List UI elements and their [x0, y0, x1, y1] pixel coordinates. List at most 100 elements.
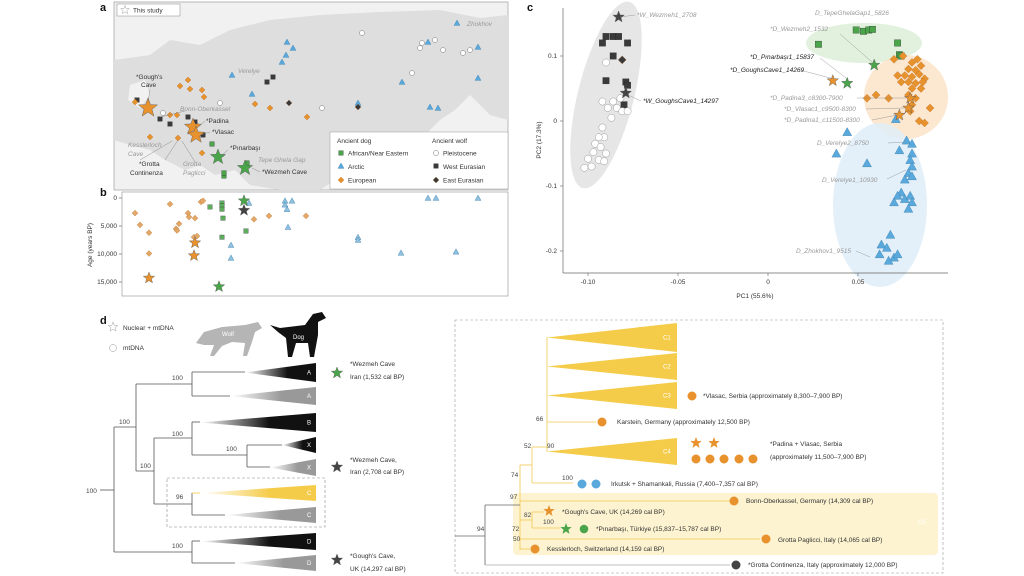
clade-triangle [547, 353, 677, 380]
y-tick-label: 0 [113, 195, 117, 202]
map-label-tepe-ghela-gap: Tepe Ghela Gap [258, 157, 306, 164]
map-marker-pleistocene-wolf [217, 100, 223, 106]
tip-label: Bonn-Oberkassel, Germany (14,309 cal BP) [746, 498, 873, 505]
legend-item-dog: European [348, 178, 377, 185]
map-marker-european-dog [184, 76, 192, 84]
pca-point-wolf_west [615, 33, 622, 40]
pca-point-european [907, 58, 917, 67]
pca-leader-line [819, 57, 847, 79]
age-star-wolf [237, 203, 251, 216]
legend-triangle-icon [337, 162, 345, 169]
pca-point-wolf_pleistocene [609, 97, 618, 106]
legend-diamond-icon [337, 176, 345, 184]
map-marker-arctic [289, 44, 297, 51]
pca-point-wolf_west [602, 77, 610, 85]
pca-leader-line [619, 14, 636, 18]
map-marker-european-dog [186, 85, 194, 93]
map-label-goughs-cave-2: Cave [141, 82, 157, 89]
map-leader-line [147, 89, 151, 103]
legend-square-icon [433, 163, 439, 169]
clade-c-dashed-box [166, 477, 326, 528]
pca-point-arctic [905, 155, 916, 164]
clade-label: B [307, 421, 311, 427]
pca-point-african_near_eastern [894, 39, 901, 47]
x-tick-label: -0.10 [581, 279, 596, 286]
map-marker-east-eurasian-wolf [285, 99, 293, 107]
map-marker-european-dog [173, 111, 181, 119]
bootstrap-value: 100 [562, 475, 573, 482]
pca-leader-line [865, 107, 906, 110]
tip-label: *Padina + Vlasac, Serbia [770, 441, 842, 448]
clade-label: X [307, 466, 311, 472]
pca-point-label: *D_GoughsCave1_14269 [730, 67, 804, 74]
sample-circle [719, 454, 729, 464]
age-point-european [265, 212, 273, 220]
map-label-wezmeh-cave: *Wezmeh Cave [262, 169, 307, 176]
age-point-african [207, 204, 213, 210]
map-star-pinarbasi [209, 148, 227, 164]
x-tick-label: 0 [766, 279, 770, 286]
clade-triangle [547, 323, 677, 352]
panel-label-b: b [100, 187, 107, 199]
age-star-european [187, 249, 201, 261]
pca-point-wolf_pleistocene [616, 94, 625, 103]
sample-circle [748, 454, 758, 464]
pca-point-arctic [907, 138, 917, 148]
pca-point-wolf_west [624, 81, 631, 89]
map-marker-european-dog [200, 93, 208, 101]
pca-point-label: *D_Padina3_c8300-7900 [770, 95, 843, 102]
pca-point-african_near_eastern [869, 25, 876, 33]
y-tick-label: 10,000 [97, 251, 117, 258]
pca-point-arctic [876, 239, 887, 249]
pca-point-wolf_pleistocene [594, 133, 603, 142]
bootstrap-value: 100 [543, 519, 554, 526]
map-marker-pleistocene-wolf [160, 110, 166, 116]
pca-point-label: D_TepeGhelaGap1_5826 [815, 10, 889, 17]
legend-diamond-icon [432, 176, 440, 184]
map-marker-east-eurasian-wolf [354, 103, 362, 111]
map-marker-arctic [424, 38, 432, 45]
age-plot-frame [121, 191, 509, 297]
tip-label: *Vlasac, Serbia (approximately 8,300–7,9… [703, 393, 842, 400]
map-marker-pleistocene-wolf [460, 50, 466, 56]
goughs-wolf-star-icon [330, 553, 344, 566]
clade-label: C [307, 491, 312, 497]
dog-label: Dog [293, 335, 304, 341]
this-study-box [116, 3, 181, 17]
pca-point-european [896, 77, 906, 87]
wezmeh-wolf-star-icon [330, 460, 344, 473]
pca-point-wolf_pleistocene [600, 157, 609, 166]
age-point-arctic [227, 241, 235, 248]
map-marker-arctic [398, 78, 406, 85]
pca-point-european [904, 77, 913, 87]
bootstrap-value: 100 [172, 431, 183, 438]
age-point-arctic [288, 197, 296, 204]
pca-point-arctic [874, 249, 885, 259]
pca-point-european [884, 94, 893, 103]
map-marker-arctic [248, 90, 256, 97]
pca-point-arctic [894, 145, 905, 155]
clade-triangle [225, 507, 316, 523]
bootstrap-value: 72 [512, 526, 520, 533]
age-point-arctic [245, 199, 253, 206]
pca-leader-line [839, 33, 873, 63]
pca-leader-line [886, 169, 907, 180]
mtdna-circle-icon [109, 344, 117, 352]
legend-nuclear-mtdna: Nuclear + mtDNA [123, 325, 174, 332]
y-tick-label: -0.2 [546, 248, 558, 255]
age-point-arctic [281, 201, 289, 208]
x-axis-label: PC1 (55.6%) [736, 293, 773, 300]
panel-label-d: d [100, 315, 107, 327]
pca-point-label: *W_GoughsCave1_14297 [643, 98, 719, 105]
pca-point-label: D_Verelye1_10930 [822, 177, 878, 184]
pca-point-arctic [831, 148, 842, 158]
map-marker-arctic [283, 38, 291, 45]
map-leader-line [181, 140, 196, 163]
sample-star [543, 505, 555, 516]
clade-triangle [245, 363, 316, 382]
map-marker-west-eurasian-wolf [185, 114, 191, 120]
bootstrap-value: 100 [86, 488, 97, 495]
map-leader-line [221, 149, 229, 156]
pca-point-european [911, 79, 920, 88]
